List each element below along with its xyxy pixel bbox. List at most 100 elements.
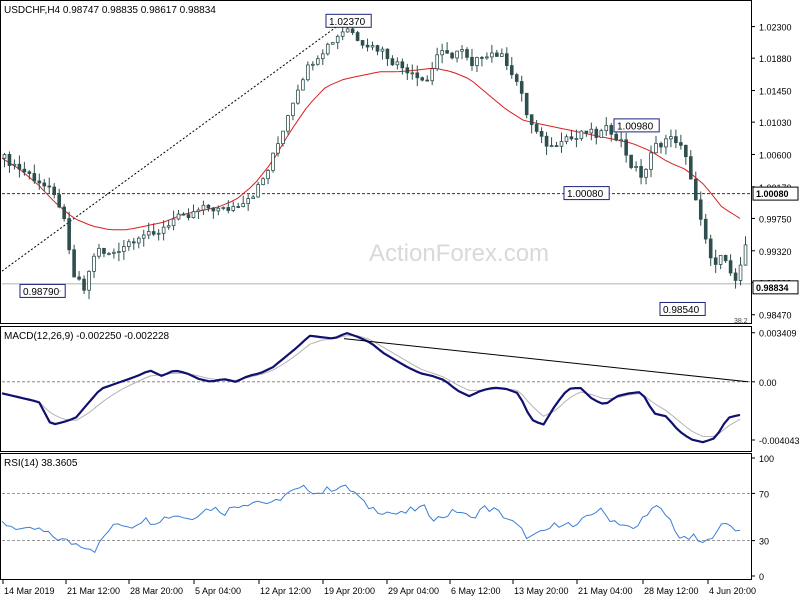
candle-body <box>102 247 106 254</box>
candle-body <box>400 61 405 69</box>
price-tick-label: 0.99320 <box>759 247 792 257</box>
candle-body <box>375 45 380 52</box>
candle-body <box>514 74 519 82</box>
candle-body <box>420 77 425 81</box>
rsi-tick-label: 0 <box>759 572 764 582</box>
candle-body <box>485 56 489 59</box>
macd-tick-label: 0.00 <box>759 378 777 388</box>
x-axis: 14 Mar 2019 21 Mar 12:00 28 Mar 20:00 5 Apr… <box>2 580 756 596</box>
candle-body <box>226 207 231 211</box>
last-price-tag: 0.98834 <box>756 283 789 293</box>
candle-body <box>718 255 723 265</box>
candle-body <box>649 152 653 170</box>
low-label-2-box <box>659 301 706 316</box>
x-tick-label: 4 Jun 20:00 <box>709 586 756 596</box>
macd-panel-header: MACD(12,26,9) -0.002250 -0.002228 <box>4 331 170 342</box>
candle-body <box>733 272 738 281</box>
candle-body <box>475 57 479 66</box>
candle-body <box>569 136 574 140</box>
low-label-1-box <box>19 283 66 298</box>
rsi-tick-label: 30 <box>759 537 769 547</box>
mid-label: 1.00980 <box>617 121 654 132</box>
candle-body <box>271 152 275 171</box>
candle-body <box>599 130 604 138</box>
candle-body <box>654 142 658 154</box>
price-tick-label: 0.98470 <box>759 311 792 321</box>
candle-body <box>151 231 156 235</box>
candle-body <box>619 139 623 142</box>
candle-body <box>345 28 350 33</box>
candle-body <box>42 182 47 187</box>
candle-body <box>495 52 499 57</box>
candle-body <box>306 64 310 81</box>
macd-panel: MACD(12,26,9) -0.002250 -0.002228 0.0034… <box>0 326 800 452</box>
candle-body <box>266 170 270 180</box>
candle-body <box>684 144 688 158</box>
candle-body <box>350 28 355 33</box>
candle-body <box>320 53 325 60</box>
mid-label-box <box>613 118 660 133</box>
candle-body <box>500 53 504 57</box>
candle-body <box>256 184 260 198</box>
candle-body <box>340 31 345 37</box>
candle-body <box>291 102 295 116</box>
candle-body <box>181 213 186 216</box>
candle-body <box>32 173 37 182</box>
candle-body <box>186 214 191 219</box>
candle-body <box>37 180 42 184</box>
candle-body <box>624 139 628 156</box>
price-panel-frame <box>0 0 752 324</box>
candle-body <box>559 141 564 147</box>
candle-body <box>689 156 693 180</box>
candle-body <box>594 128 599 138</box>
candle-body <box>236 206 241 208</box>
x-tick-label: 21 Mar 12:00 <box>67 586 120 596</box>
macd-line <box>1 332 741 444</box>
candle-body <box>723 255 728 262</box>
candle-body <box>644 168 648 178</box>
candle-body <box>216 207 221 212</box>
candle-body <box>554 145 559 147</box>
candle-body <box>440 50 444 56</box>
high-label: 1.02370 <box>329 17 366 28</box>
candle-body <box>296 89 300 104</box>
low-label-1: 0.98790 <box>23 287 60 298</box>
candle-body <box>674 136 678 144</box>
candle-body <box>77 276 81 280</box>
candle-body <box>534 124 539 132</box>
candle-body <box>136 237 141 244</box>
candle-body <box>405 67 410 74</box>
candle-body <box>519 81 524 94</box>
candle-body <box>604 125 609 132</box>
x-tick-label: 21 May 04:00 <box>578 586 633 596</box>
candle-body <box>206 204 211 209</box>
candle-body <box>92 255 96 272</box>
candle-body <box>246 198 250 204</box>
candle-body <box>465 49 469 58</box>
watermark: ActionForex.com <box>369 240 549 267</box>
candle-body <box>311 63 315 66</box>
candle-body <box>67 218 71 251</box>
candle-body <box>574 138 579 140</box>
candle-body <box>659 142 663 148</box>
candle-body <box>107 252 111 255</box>
candle-body <box>365 44 370 48</box>
price-tick-label: 1.01880 <box>759 54 792 64</box>
candle-body <box>131 241 136 244</box>
candle-body <box>62 206 66 219</box>
candle-body <box>455 50 459 59</box>
price-tick-label: 1.01030 <box>759 118 792 128</box>
rsi-panel-header: RSI(14) 38.3605 <box>4 458 78 469</box>
candle-body <box>330 42 335 45</box>
candle-body <box>112 251 116 254</box>
candle-body <box>281 130 285 145</box>
candle-body <box>17 163 22 170</box>
macd-lines <box>1 332 749 444</box>
candle-body <box>390 58 395 66</box>
candle-body <box>380 48 385 52</box>
candle-body <box>52 186 57 196</box>
x-tick-label: 12 Apr 12:00 <box>260 586 311 596</box>
candle-body <box>708 238 713 259</box>
